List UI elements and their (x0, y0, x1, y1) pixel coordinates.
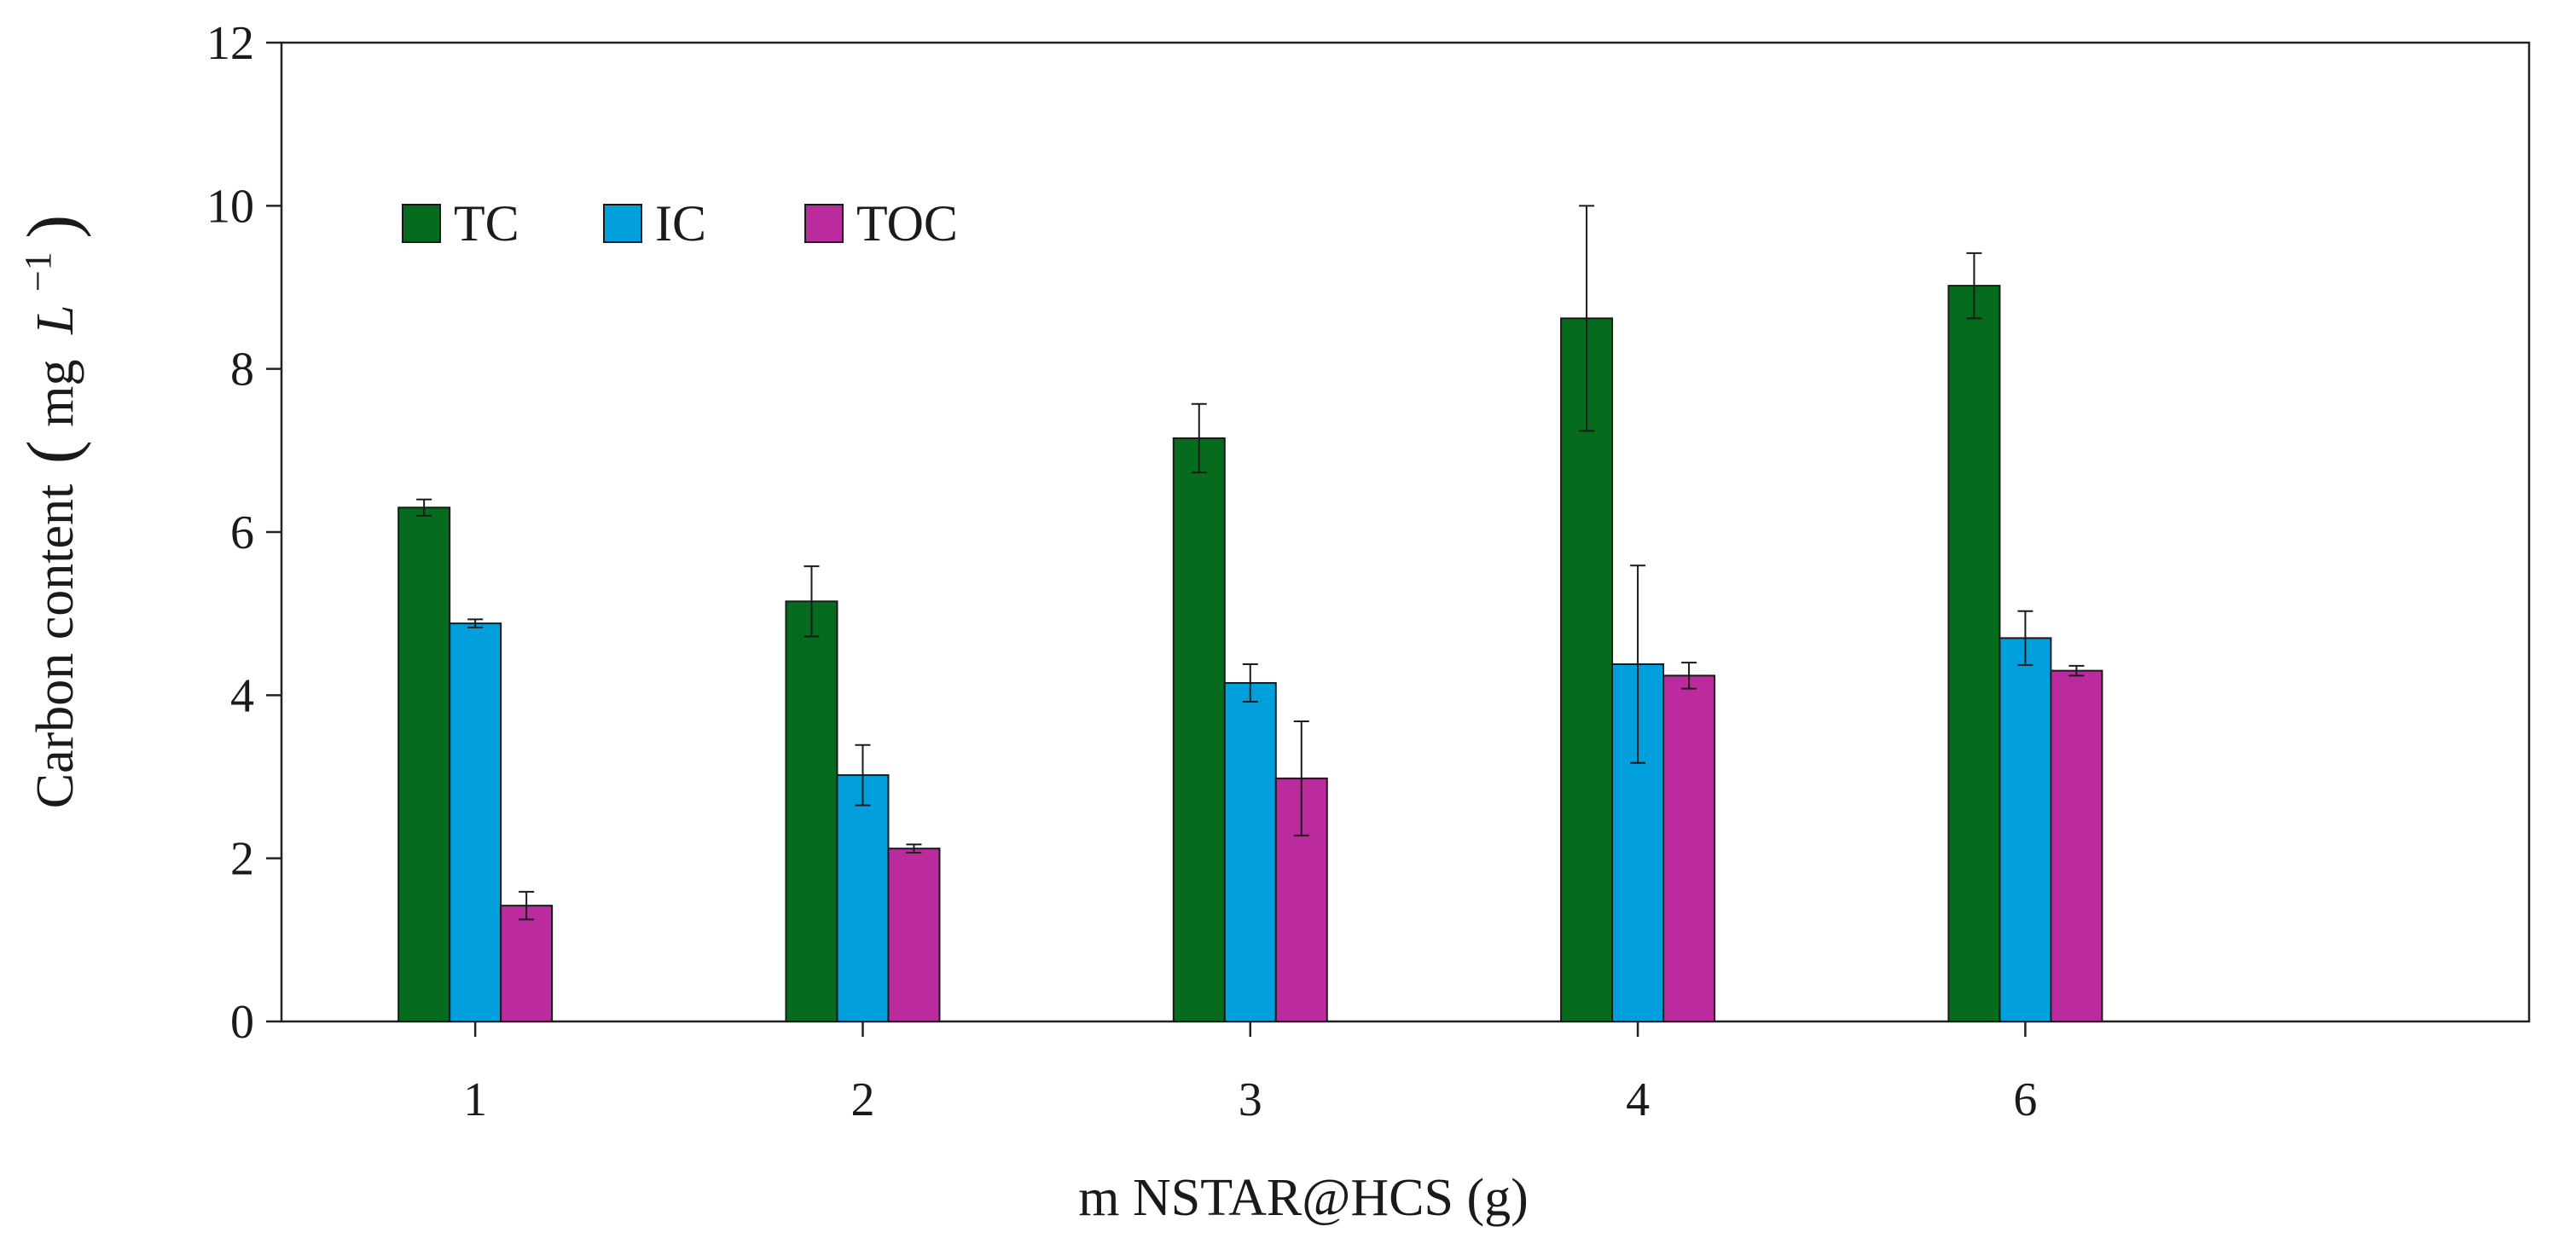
y-axis-title-unit: mg (26, 360, 84, 427)
x-tick-label: 1 (463, 1073, 487, 1126)
x-tick-label: 4 (1626, 1073, 1650, 1126)
bar-group-3 (1172, 402, 1328, 1022)
x-tick-label: 6 (2013, 1073, 2037, 1126)
bar-toc-6 (2050, 669, 2103, 1023)
bar-tc-3 (1172, 437, 1226, 1022)
y-axis-title-exponent: −1 (17, 252, 59, 292)
x-axis-title: m NSTAR@HCS (g) (1078, 1169, 1529, 1227)
y-tick-label: 2 (230, 833, 254, 886)
svg-text:Carbon content (: Carbon content ( mg L −1 ) (4, 215, 92, 809)
bar-group-1 (397, 498, 554, 1022)
bar-ic-6 (1999, 637, 2052, 1022)
legend-swatch (402, 204, 441, 243)
error-bar-ic-4 (1630, 564, 1646, 764)
bar-ic-2 (836, 774, 890, 1022)
bar-group-4 (1560, 205, 1716, 1023)
legend-swatch (804, 204, 844, 243)
error-bar-toc-3 (1293, 720, 1309, 836)
legend-label: TC (454, 195, 519, 252)
error-bar-ic-1 (467, 618, 484, 628)
bar-toc-1 (500, 905, 554, 1022)
error-bar-tc-1 (416, 498, 432, 517)
bar-toc-4 (1662, 674, 1716, 1023)
y-tick-label: 8 (230, 344, 254, 396)
bar-toc-3 (1274, 777, 1328, 1022)
bar-group-6 (1947, 252, 2103, 1023)
error-bar-tc-6 (1966, 252, 1982, 320)
legend-label: TOC (856, 195, 958, 252)
x-tick-label: 2 (850, 1073, 874, 1126)
x-tick-label: 3 (1239, 1073, 1262, 1126)
bar-ic-3 (1223, 681, 1277, 1022)
error-bar-toc-6 (2068, 664, 2085, 677)
y-axis-title-unit-symbol: L (26, 305, 84, 335)
y-tick-label: 10 (206, 180, 254, 233)
bar-tc-1 (397, 506, 451, 1022)
error-bar-ic-3 (1242, 663, 1258, 703)
error-bar-tc-2 (804, 565, 820, 638)
bar-toc-2 (887, 848, 941, 1022)
legend-label: IC (655, 195, 706, 252)
legend: TC IC TOC (402, 195, 958, 252)
bar-tc-6 (1947, 285, 2001, 1022)
error-bar-ic-6 (2017, 610, 2034, 666)
legend-item-tc: TC (402, 195, 519, 252)
legend-item-ic: IC (603, 195, 706, 252)
y-axis-title-paren-open: ( (13, 440, 92, 464)
legend-swatch (603, 204, 642, 243)
plot-frame (280, 41, 2531, 1023)
error-bar-tc-3 (1191, 402, 1207, 474)
y-axis-title: Carbon content ( mg L −1 ) (4, 215, 92, 809)
error-bar-toc-2 (906, 843, 922, 853)
error-bar-ic-2 (855, 744, 871, 807)
y-tick-label: 4 (230, 669, 254, 722)
legend-item-toc: TOC (804, 195, 958, 252)
error-bar-tc-4 (1579, 205, 1595, 432)
y-axis-title-paren-close: ) (13, 215, 92, 239)
error-bar-toc-4 (1681, 662, 1697, 690)
bar-tc-2 (785, 600, 838, 1022)
error-bar-toc-1 (519, 890, 535, 921)
bar-group-2 (785, 565, 941, 1022)
y-tick-label: 12 (206, 17, 254, 70)
bar-ic-1 (449, 622, 502, 1022)
y-axis-title-main: Carbon content (26, 484, 84, 809)
y-tick-label: 0 (230, 996, 254, 1049)
y-tick-label: 6 (230, 506, 254, 559)
